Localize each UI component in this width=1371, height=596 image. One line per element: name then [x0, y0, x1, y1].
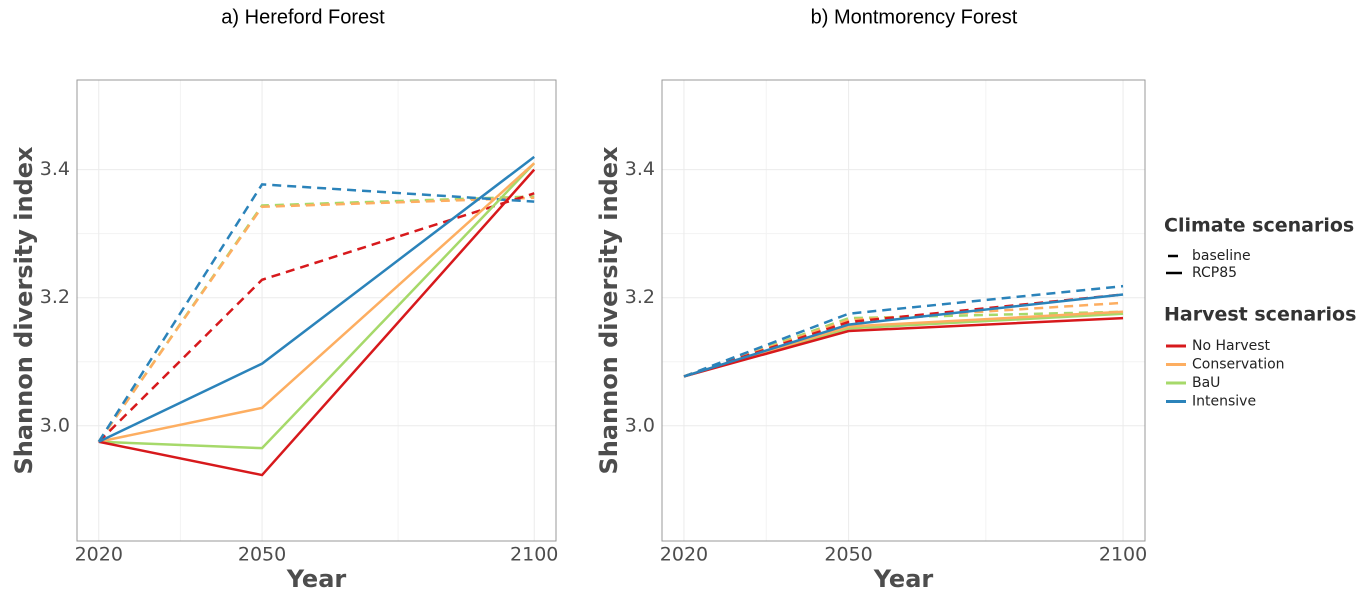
series-line — [683, 293, 1124, 378]
y-tick-label: 3.4 — [40, 158, 70, 180]
y-tick-label: 3.2 — [625, 286, 655, 308]
legend-label: BaU — [1192, 375, 1220, 391]
x-tick-label: 2100 — [510, 544, 558, 566]
chart-title: b) Montmorency Forest — [811, 6, 1018, 28]
y-tick-label: 3.2 — [40, 286, 70, 308]
legend-title: Harvest scenarios — [1164, 304, 1356, 326]
chart-title: a) Hereford Forest — [221, 6, 385, 28]
x-tick-label: 2020 — [660, 544, 708, 566]
legend-label: baseline — [1192, 248, 1251, 264]
legend-label: No Harvest — [1192, 338, 1271, 354]
x-tick-label: 2050 — [824, 544, 872, 566]
series-line — [97, 183, 535, 443]
series-line — [98, 168, 536, 477]
x-axis-title: Year — [286, 565, 347, 593]
legend-label: Intensive — [1192, 394, 1256, 410]
y-axis-title: Shannon diversity index — [10, 146, 38, 475]
legend-title: Climate scenarios — [1164, 215, 1354, 237]
legend-label: Conservation — [1192, 357, 1285, 373]
series-line — [98, 162, 536, 450]
series-line — [98, 162, 536, 443]
y-tick-label: 3.0 — [40, 414, 70, 436]
series-line — [683, 284, 1124, 378]
y-tick-label: 3.0 — [625, 414, 655, 436]
x-tick-label: 2100 — [1099, 544, 1147, 566]
plot-border — [661, 79, 1146, 542]
x-tick-label: 2050 — [238, 544, 286, 566]
y-tick-label: 3.4 — [625, 158, 655, 180]
series-line — [683, 316, 1124, 378]
series-line — [683, 293, 1124, 378]
legend-label: RCP85 — [1192, 265, 1237, 281]
plot-border — [76, 79, 557, 542]
x-axis-title: Year — [873, 565, 934, 593]
x-tick-label: 2020 — [75, 544, 123, 566]
series-line — [97, 196, 535, 443]
y-axis-title: Shannon diversity index — [595, 146, 623, 475]
series-line — [97, 192, 535, 443]
series-line — [98, 155, 535, 443]
